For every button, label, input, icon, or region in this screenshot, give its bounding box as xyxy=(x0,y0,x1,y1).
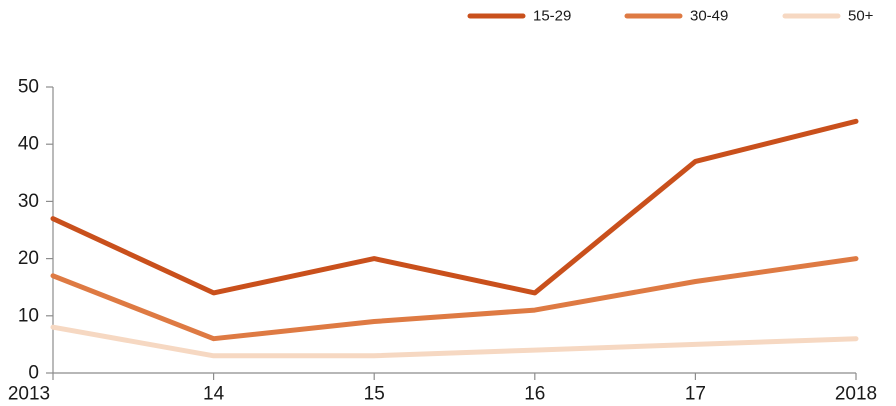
legend-label: 30-49 xyxy=(690,8,728,25)
x-tick-label: 14 xyxy=(203,384,225,405)
x-tick-label: 16 xyxy=(524,384,545,405)
y-tick-label: 10 xyxy=(18,305,39,326)
x-tick-label: 17 xyxy=(685,384,706,405)
series-line-30-49 xyxy=(50,256,859,342)
legend-label: 50+ xyxy=(848,8,874,25)
series-lines xyxy=(50,118,859,359)
y-tick-label: 20 xyxy=(18,248,39,269)
x-tick-label: 2013 xyxy=(8,384,50,405)
y-tick-label: 40 xyxy=(18,134,39,155)
series-line-50- xyxy=(50,324,859,359)
series-line-15-29 xyxy=(50,118,859,296)
axes: 0 10 20 30 40 50 2013 14 15 16 17 2018 xyxy=(8,77,877,405)
y-tick-label: 30 xyxy=(18,191,39,212)
legend: 15-29 30-49 50+ xyxy=(467,8,874,25)
legend-label: 15-29 xyxy=(533,8,571,25)
x-tick-label: 2018 xyxy=(835,384,877,405)
y-tick-label: 0 xyxy=(28,363,39,384)
x-tick-label: 15 xyxy=(364,384,385,405)
y-tick-label: 50 xyxy=(18,77,39,98)
